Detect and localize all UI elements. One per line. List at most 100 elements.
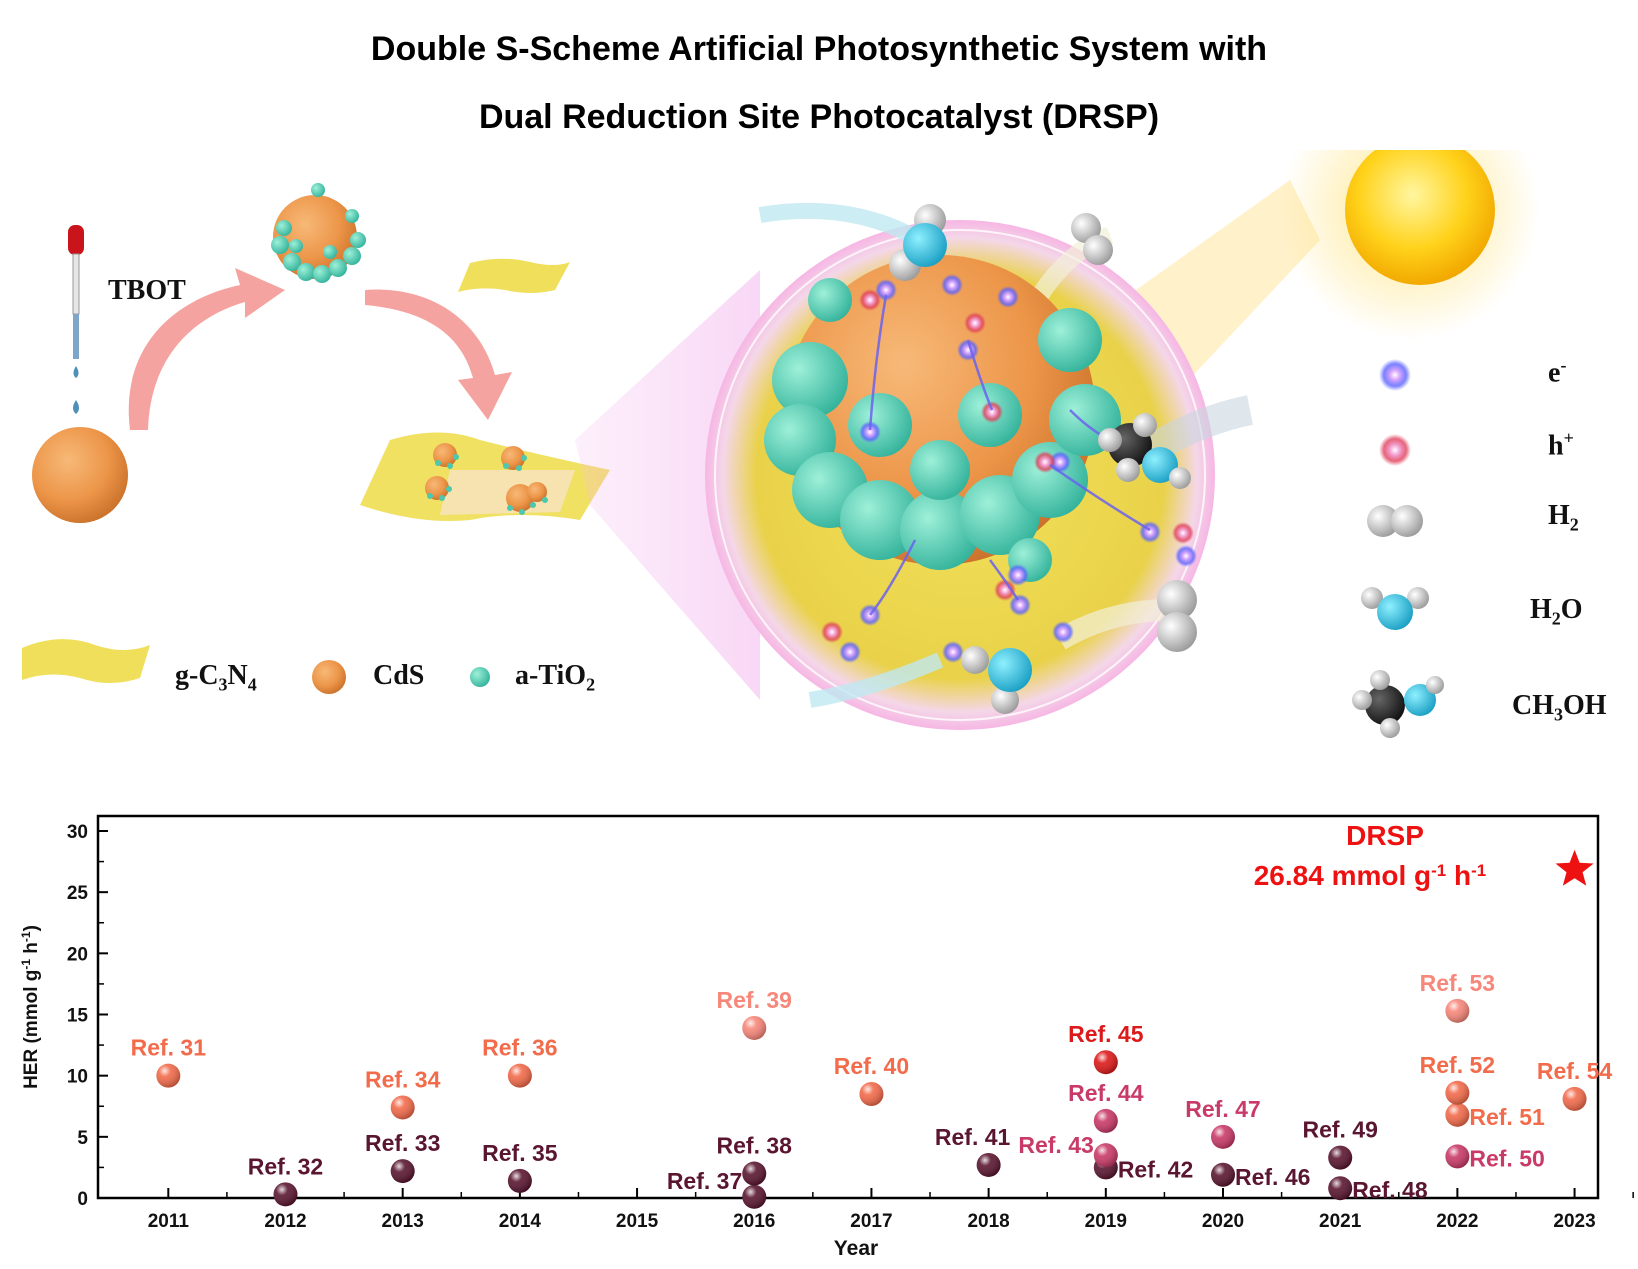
y-tick-label: 30 xyxy=(67,822,88,843)
hole-icon xyxy=(1379,434,1411,466)
data-point-shine xyxy=(1445,1102,1470,1127)
y-axis-label: HER (mmol g-1 h-1) xyxy=(19,925,42,1089)
data-point: Ref. 45 xyxy=(1068,1021,1144,1075)
data-point-label: Ref. 42 xyxy=(1118,1156,1193,1182)
water-molecule-on-particle-2 xyxy=(961,646,1032,714)
x-tick-label: 2018 xyxy=(967,1211,1009,1232)
data-point: Ref. 32 xyxy=(248,1153,323,1207)
y-tick-label: 20 xyxy=(67,944,88,965)
data-point-label: Ref. 47 xyxy=(1185,1096,1260,1122)
data-point: Ref. 47 xyxy=(1185,1096,1261,1149)
drsp-star-marker xyxy=(1555,849,1594,886)
data-point-shine xyxy=(1562,1086,1587,1111)
data-point: Ref. 53 xyxy=(1420,970,1495,1023)
gcn-legend-icon xyxy=(22,639,150,683)
x-tick-label: 2011 xyxy=(148,1211,190,1232)
cds-tio2-particle-icon xyxy=(271,183,366,283)
data-point-label: Ref. 38 xyxy=(717,1133,793,1159)
dropper-icon xyxy=(68,225,84,414)
x-tick-label: 2014 xyxy=(499,1211,542,1232)
data-point-shine xyxy=(1445,998,1470,1023)
x-tick-label: 2012 xyxy=(264,1211,306,1232)
x-tick-label: 2022 xyxy=(1436,1211,1478,1232)
data-point-label: Ref. 35 xyxy=(482,1140,558,1166)
synthesis-scheme xyxy=(22,150,1540,738)
data-point: Ref. 48 xyxy=(1328,1176,1428,1203)
data-point-label: Ref. 49 xyxy=(1302,1117,1377,1143)
water-molecule-on-particle xyxy=(889,204,947,281)
data-point-shine xyxy=(1445,1080,1470,1105)
data-point-shine xyxy=(859,1082,884,1107)
methanol-molecule-on-particle xyxy=(1098,413,1191,489)
x-tick-label: 2021 xyxy=(1319,1211,1362,1232)
magnification-cone xyxy=(575,270,760,700)
data-point: Ref. 50 xyxy=(1445,1144,1545,1171)
data-point-label: Ref. 40 xyxy=(834,1053,909,1079)
y-tick-label: 15 xyxy=(67,1006,89,1027)
ch3oh-legend-label: CH3OH xyxy=(1512,690,1607,725)
data-point-shine xyxy=(1328,1176,1353,1201)
data-point: Ref. 54 xyxy=(1537,1058,1613,1111)
data-point-label: Ref. 43 xyxy=(1018,1132,1093,1158)
hydrogen-molecule-icon xyxy=(1367,505,1423,537)
magnified-particle-view xyxy=(705,202,1254,730)
data-points: Ref. 31 Ref. 32 Ref. 33 Ref. 34 Ref. 35 Ref. … xyxy=(131,970,1613,1209)
data-point-label: Ref. 53 xyxy=(1420,970,1495,996)
data-point-shine xyxy=(1093,1143,1118,1168)
data-point: Ref. 44 xyxy=(1068,1080,1144,1133)
drsp-label: DRSP xyxy=(1346,820,1424,851)
data-point-shine xyxy=(976,1152,1001,1177)
hole-legend-label: h+ xyxy=(1548,428,1574,462)
tio2-legend-icon xyxy=(470,667,490,687)
data-point-shine xyxy=(742,1015,767,1040)
data-point-shine xyxy=(507,1168,532,1193)
data-point-label: Ref. 32 xyxy=(248,1153,323,1179)
hydrogen-molecule-on-particle xyxy=(1071,213,1113,265)
data-point: Ref. 41 xyxy=(935,1124,1011,1177)
data-point: Ref. 46 xyxy=(1211,1162,1310,1190)
data-point: Ref. 33 xyxy=(365,1130,440,1184)
h2-legend-label: H2 xyxy=(1548,500,1579,535)
data-point-shine xyxy=(1211,1124,1235,1149)
data-point-label: Ref. 54 xyxy=(1537,1058,1613,1084)
data-point: Ref. 39 xyxy=(717,987,792,1040)
data-point-label: Ref. 36 xyxy=(482,1035,557,1061)
data-point-shine xyxy=(507,1063,532,1088)
x-axis-label: Year xyxy=(834,1237,878,1260)
hydrogen-molecule-on-particle-2 xyxy=(1157,580,1197,652)
data-point-label: Ref. 51 xyxy=(1469,1104,1545,1130)
data-point: Ref. 37 xyxy=(667,1168,767,1209)
data-point-label: Ref. 50 xyxy=(1469,1145,1544,1171)
water-molecule-icon xyxy=(1361,587,1429,630)
data-point-shine xyxy=(1328,1145,1353,1170)
reaction-arrow-down xyxy=(365,289,512,420)
figure-title-line-2: Dual Reduction Site Photocatalyst (DRSP) xyxy=(478,98,1160,136)
data-point-label: Ref. 31 xyxy=(131,1035,207,1061)
data-point: Ref. 40 xyxy=(834,1053,909,1107)
data-point-label: Ref. 39 xyxy=(717,987,792,1013)
data-point: Ref. 31 xyxy=(131,1035,207,1088)
tio2-legend-label: a-TiO2 xyxy=(515,660,596,695)
data-point: Ref. 43 xyxy=(1018,1132,1118,1168)
x-tick-label: 2017 xyxy=(850,1211,892,1232)
cds-legend-label: CdS xyxy=(373,660,425,691)
data-point-shine xyxy=(1093,1050,1118,1075)
data-point-label: Ref. 41 xyxy=(935,1124,1011,1150)
data-point-label: Ref. 48 xyxy=(1352,1177,1428,1203)
reaction-arrow-up xyxy=(128,268,285,430)
x-axis: 2011 2012 2013 2014 2015 2016 2017 2018 2019 2020… xyxy=(148,1188,1634,1232)
data-point-shine xyxy=(273,1182,298,1207)
data-point: Ref. 51 xyxy=(1445,1102,1545,1130)
data-point-shine xyxy=(742,1161,767,1186)
figure-title-line-1: Double S-Scheme Artificial Photosyntheti… xyxy=(370,30,1268,68)
x-tick-label: 2016 xyxy=(733,1211,775,1232)
data-point-shine xyxy=(1211,1162,1235,1187)
electron-icon xyxy=(1379,359,1411,391)
y-axis: 0 5 10 15 20 25 30 xyxy=(67,822,108,1210)
y-tick-label: 25 xyxy=(67,883,89,904)
x-tick-label: 2020 xyxy=(1202,1211,1244,1232)
data-point-label: Ref. 44 xyxy=(1068,1080,1144,1106)
h2o-legend-label: H2O xyxy=(1530,594,1583,629)
